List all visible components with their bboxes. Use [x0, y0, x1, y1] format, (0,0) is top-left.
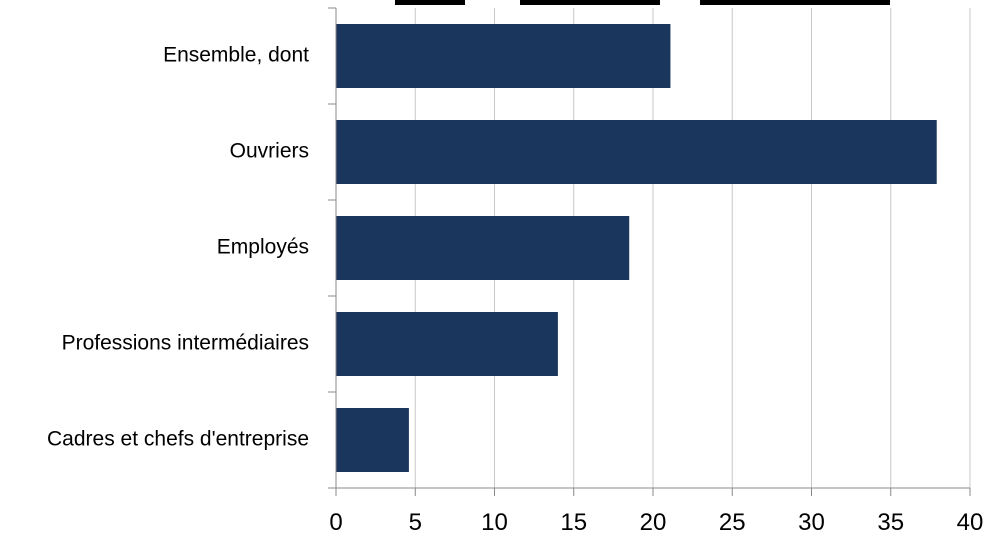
category-label: Ensemble, dont — [163, 44, 309, 67]
x-tick-label: 0 — [329, 509, 342, 536]
x-tick-label: 25 — [719, 509, 746, 536]
bar — [336, 408, 409, 472]
x-tick-labels: 0 5 10 15 20 25 30 35 40 — [329, 509, 983, 536]
bar — [336, 120, 937, 184]
x-tick-label: 35 — [877, 509, 904, 536]
x-tick-label: 15 — [560, 509, 587, 536]
bar — [336, 24, 671, 88]
category-label: Employés — [217, 236, 309, 259]
x-tick-label: 40 — [957, 509, 984, 536]
bars — [336, 24, 937, 472]
category-label: Professions intermédiaires — [62, 332, 309, 355]
chart-title-fragment — [395, 0, 890, 5]
x-tick-label: 5 — [409, 509, 422, 536]
category-label: Cadres et chefs d'entreprise — [47, 428, 309, 451]
x-tick-label: 30 — [798, 509, 825, 536]
x-tick-label: 20 — [640, 509, 667, 536]
bar — [336, 216, 630, 280]
x-tick-label: 10 — [481, 509, 508, 536]
category-labels: Ensemble, dont Ouvriers Employés Profession… — [47, 44, 309, 451]
bar — [336, 312, 558, 376]
category-label: Ouvriers — [230, 140, 309, 163]
axes — [328, 7, 971, 496]
